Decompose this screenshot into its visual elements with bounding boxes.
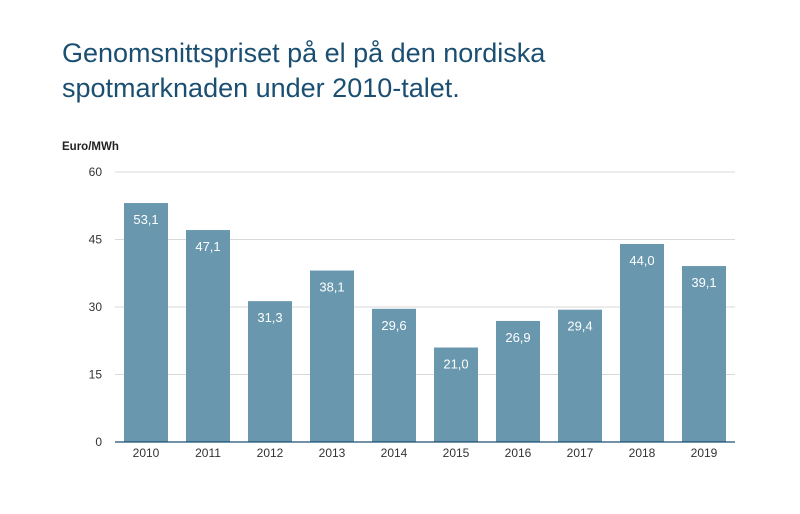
y-tick-label: 45 (89, 233, 103, 247)
data-label-2011: 47,1 (195, 239, 220, 254)
bar-2013 (310, 270, 354, 442)
x-tick-label-2012: 2012 (257, 446, 284, 460)
data-label-2016: 26,9 (505, 330, 530, 345)
y-tick-label: 0 (95, 435, 102, 449)
bar-2018 (620, 244, 664, 442)
chart-title-line-2: spotmarknaden under 2010-talet. (62, 73, 460, 103)
bar-2014 (372, 308, 416, 442)
y-tick-label: 60 (89, 165, 103, 179)
data-label-2018: 44,0 (629, 253, 654, 268)
y-tick-label: 15 (89, 368, 103, 382)
data-label-2012: 31,3 (257, 310, 282, 325)
bar-2012 (248, 301, 292, 442)
bar-2019 (682, 266, 726, 442)
data-label-2014: 29,6 (381, 318, 406, 333)
data-label-2015: 21,0 (443, 357, 468, 372)
chart-title-line-1: Genomsnittspriset på el på den nordiska (62, 38, 546, 68)
x-tick-label-2010: 2010 (133, 446, 160, 460)
bar-2010 (124, 203, 168, 442)
x-tick-label-2013: 2013 (319, 446, 346, 460)
data-label-2017: 29,4 (567, 319, 592, 334)
x-tick-label-2015: 2015 (443, 446, 470, 460)
x-tick-label-2019: 2019 (691, 446, 718, 460)
data-label-2019: 39,1 (691, 275, 716, 290)
bar-2015 (434, 347, 478, 442)
bar-2011 (186, 230, 230, 442)
x-tick-labels: 2010 2011 2012 2013 2014 2015 2016 2017 2018 2019 (133, 446, 718, 460)
bar-2016 (496, 320, 540, 442)
chart-title: Genomsnittspriset på el på den nordiska … (62, 36, 762, 106)
y-axis-label: Euro/MWh (62, 141, 119, 153)
x-tick-label-2018: 2018 (629, 446, 656, 460)
data-label-2010: 53,1 (133, 212, 158, 227)
x-tick-label-2014: 2014 (381, 446, 408, 460)
x-tick-label-2017: 2017 (567, 446, 594, 460)
bar-2017 (558, 309, 602, 442)
data-label-2013: 38,1 (319, 280, 344, 295)
x-tick-label-2011: 2011 (195, 446, 221, 460)
bars: 53,1 47,1 31,3 38,1 29,6 21,0 26,9 29,4 44,0 39,1 (124, 203, 726, 442)
y-tick-labels: 0 15 30 45 60 (89, 165, 103, 449)
x-tick-label-2016: 2016 (505, 446, 532, 460)
y-tick-label: 30 (89, 300, 103, 314)
